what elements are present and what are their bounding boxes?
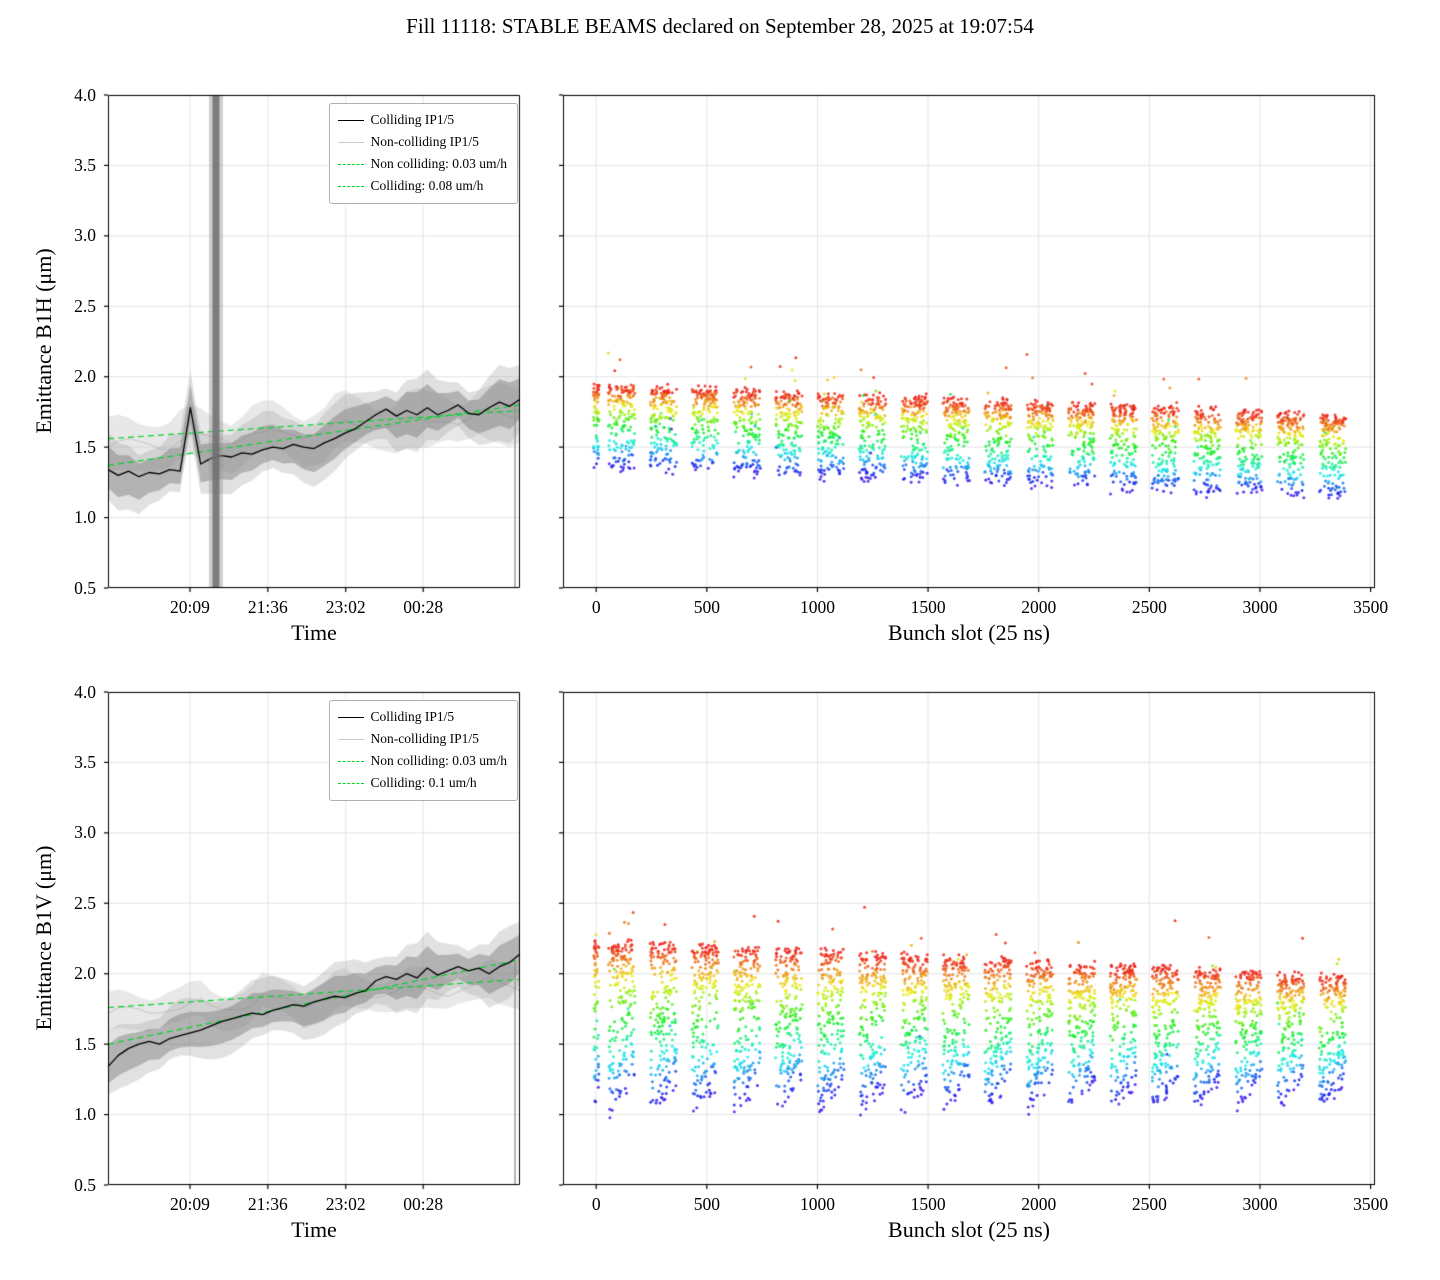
legend-item: Non-colliding IP1/5 — [337, 728, 508, 750]
x-tick-label: 3000 — [1242, 597, 1278, 617]
legend-label: Colliding IP1/5 — [370, 112, 455, 127]
y-tick-label: 2.0 — [74, 963, 96, 984]
y-tick-label: 3.5 — [74, 751, 96, 772]
x-tick-label: 2000 — [1021, 1194, 1057, 1214]
x-tick-label: 1000 — [799, 1194, 835, 1214]
x-tick-label: 21:36 — [247, 597, 288, 617]
plot-emittance-b1v-vs-bunch-slot: 0 500 1000 1500 2000 2500 3000 3500 — [553, 682, 1388, 1214]
line-sample — [337, 738, 364, 740]
y-tick-label: 2.0 — [74, 366, 96, 387]
b1h-bunch-x-axis-label: Bunch slot (25 ns) — [888, 620, 1050, 645]
dashed-line-sample — [337, 782, 364, 784]
x-tick-label: 00:28 — [403, 597, 444, 617]
legend-item: Non colliding: 0.03 um/h — [337, 153, 508, 175]
b1v-bunch-plot-canvas — [553, 682, 1385, 1195]
y-tick-label: 2.5 — [74, 892, 96, 913]
x-tick-label: 3500 — [1353, 1194, 1389, 1214]
x-tick-label: 1500 — [910, 597, 946, 617]
plot-emittance-b1h-vs-time: Colliding IP1/5 Non-colliding IP1/5 Non co… — [74, 85, 530, 617]
x-tick-label: 2500 — [1131, 597, 1167, 617]
y-tick-label: 1.5 — [74, 1033, 96, 1054]
line-sample — [337, 119, 364, 121]
figure-title: Fill 11118: STABLE BEAMS declared on Sep… — [406, 14, 1034, 38]
b1h-legend: Colliding IP1/5 Non-colliding IP1/5 Non co… — [328, 103, 518, 204]
b1v-bunch-x-axis-label: Bunch slot (25 ns) — [888, 1217, 1050, 1242]
x-tick-label: 00:28 — [403, 1194, 444, 1214]
y-tick-label: 1.0 — [74, 507, 96, 528]
legend-label: Colliding: 0.08 um/h — [370, 178, 484, 193]
y-tick-label: 2.5 — [74, 295, 96, 316]
x-tick-label: 20:09 — [170, 597, 210, 617]
x-tick-label: 20:09 — [170, 1194, 210, 1214]
x-tick-label: 500 — [693, 1194, 720, 1214]
b1h-y-axis-label: Emittance B1H (μm) — [31, 248, 56, 434]
legend-item: Non colliding: 0.03 um/h — [337, 750, 508, 772]
y-tick-label: 4.0 — [74, 681, 96, 702]
x-tick-label: 21:36 — [247, 1194, 288, 1214]
plot-emittance-b1v-vs-time: Colliding IP1/5 Non-colliding IP1/5 Non co… — [74, 682, 530, 1214]
line-sample — [337, 141, 364, 143]
x-tick-label: 3500 — [1353, 597, 1389, 617]
dashed-line-sample — [337, 185, 364, 187]
x-tick-label: 0 — [591, 1194, 601, 1214]
y-tick-label: 4.0 — [74, 84, 96, 105]
y-tick-label: 0.5 — [74, 1174, 96, 1195]
x-tick-label: 500 — [693, 597, 720, 617]
b1v-legend: Colliding IP1/5 Non-colliding IP1/5 Non co… — [328, 700, 518, 801]
x-tick-label: 23:02 — [325, 1194, 366, 1214]
legend-label: Non colliding: 0.03 um/h — [370, 156, 508, 171]
plot-emittance-b1h-vs-bunch-slot: 0 500 1000 1500 2000 2500 3000 3500 — [553, 85, 1388, 617]
b1v-time-x-axis-label: Time — [291, 1217, 337, 1242]
legend-label: Non colliding: 0.03 um/h — [370, 753, 508, 768]
dashed-line-sample — [337, 760, 364, 762]
legend-label: Non-colliding IP1/5 — [370, 731, 479, 746]
legend-label: Colliding IP1/5 — [370, 709, 455, 724]
legend-item: Colliding IP1/5 — [337, 706, 508, 728]
legend-label: Colliding: 0.1 um/h — [370, 775, 477, 790]
y-tick-label: 1.5 — [74, 436, 96, 457]
legend-item: Colliding: 0.1 um/h — [337, 772, 508, 794]
x-tick-label: 3000 — [1242, 1194, 1278, 1214]
b1v-y-axis-label: Emittance B1V (μm) — [31, 845, 56, 1031]
line-sample — [337, 716, 364, 718]
legend-label: Non-colliding IP1/5 — [370, 134, 479, 149]
x-tick-label: 0 — [591, 597, 601, 617]
legend-item: Colliding: 0.08 um/h — [337, 175, 508, 197]
y-tick-label: 3.5 — [74, 154, 96, 175]
x-tick-label: 23:02 — [325, 597, 366, 617]
b1h-bunch-plot-canvas — [553, 85, 1385, 598]
x-tick-label: 2500 — [1131, 1194, 1167, 1214]
y-tick-label: 0.5 — [74, 577, 96, 598]
legend-item: Colliding IP1/5 — [337, 109, 508, 131]
b1h-time-x-axis-label: Time — [291, 620, 337, 645]
y-tick-label: 3.0 — [74, 225, 96, 246]
x-tick-label: 1500 — [910, 1194, 946, 1214]
dashed-line-sample — [337, 163, 364, 165]
legend-item: Non-colliding IP1/5 — [337, 131, 508, 153]
y-tick-label: 3.0 — [74, 822, 96, 843]
x-tick-label: 1000 — [799, 597, 835, 617]
y-tick-label: 1.0 — [74, 1104, 96, 1125]
x-tick-label: 2000 — [1021, 597, 1057, 617]
